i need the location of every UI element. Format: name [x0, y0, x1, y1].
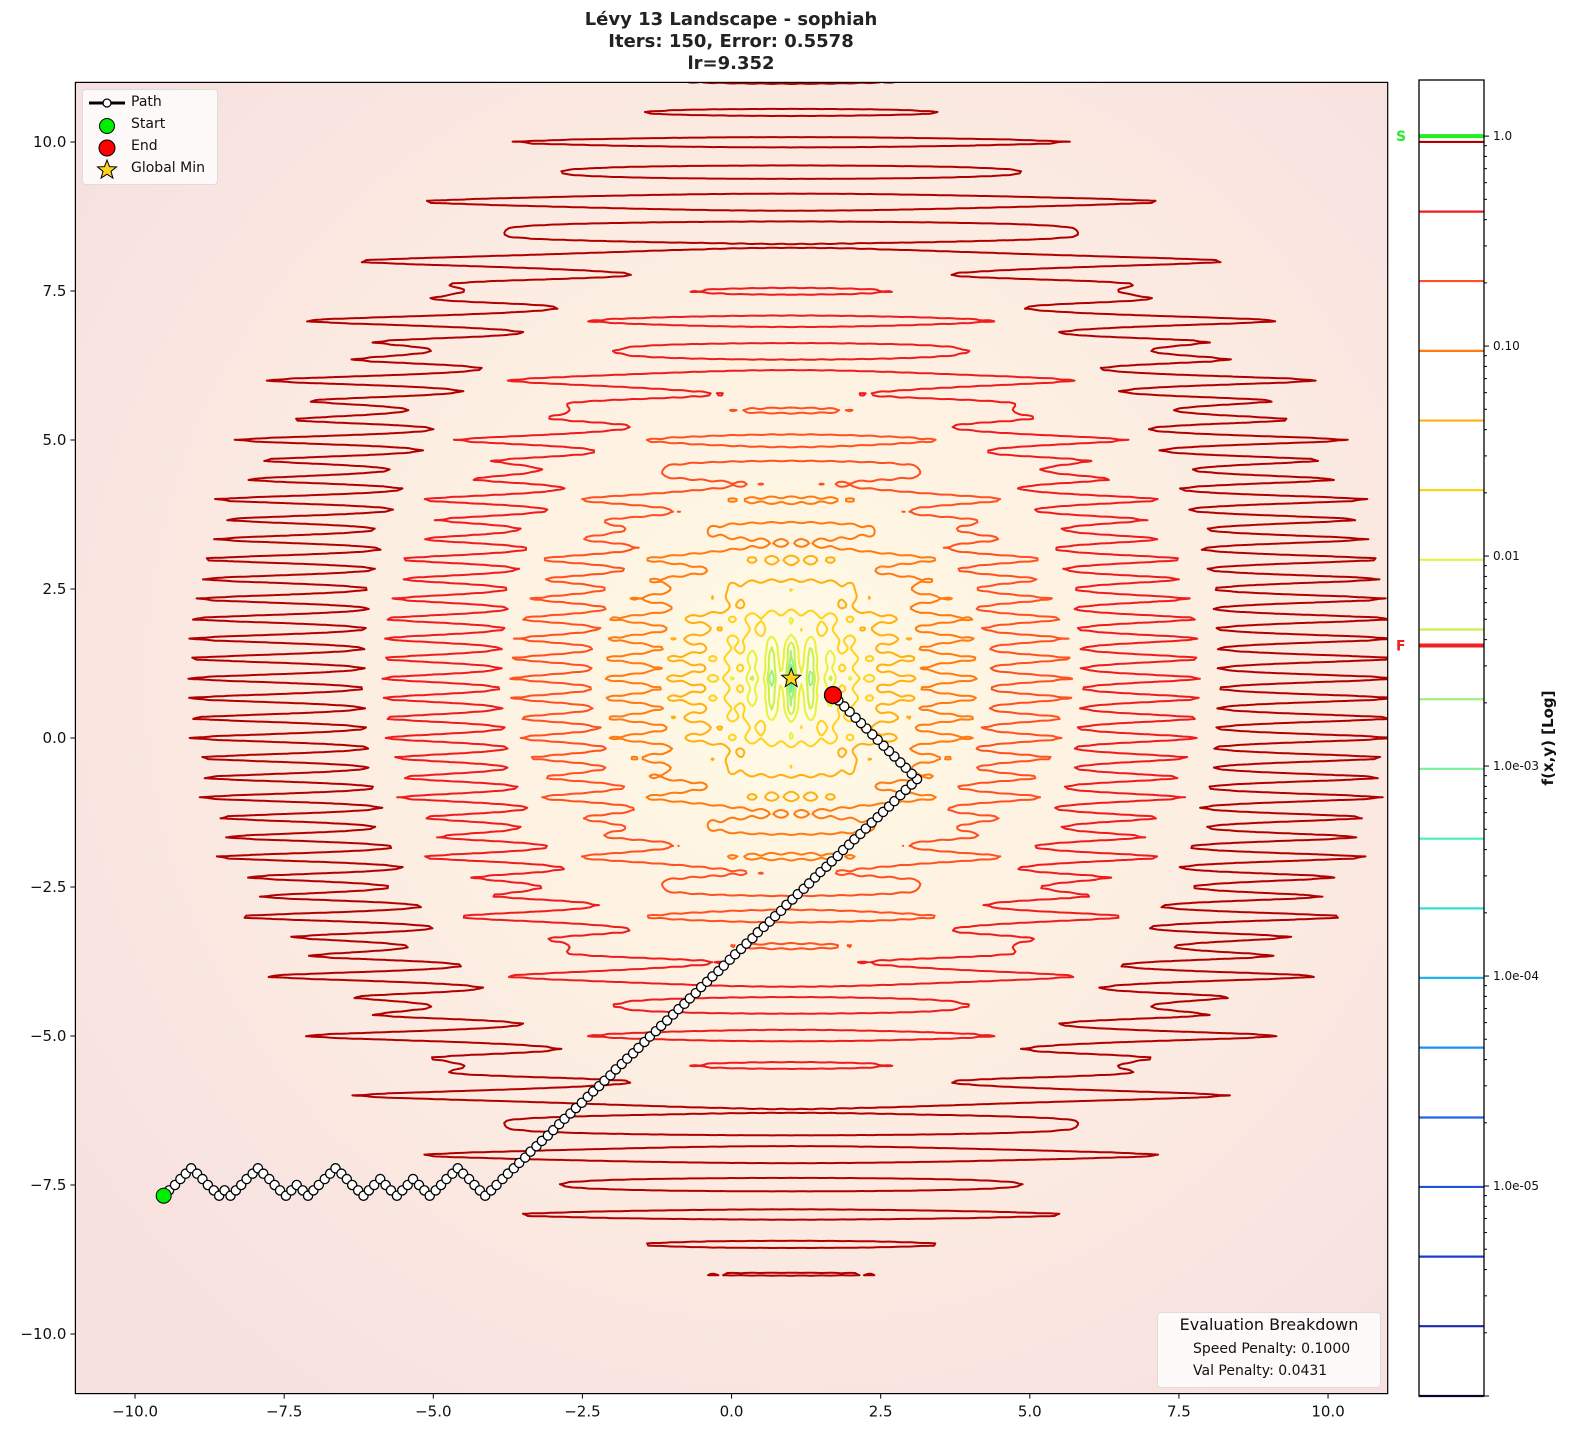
start-marker [155, 1187, 172, 1204]
colorbar-final-marker-label: F [1396, 639, 1406, 655]
x-tick-label: 10.0 [1311, 1403, 1344, 1421]
y-tick-label: 7.5 [43, 282, 67, 300]
y-tick-label: 5.0 [43, 431, 67, 449]
y-tick-label: 2.5 [43, 580, 67, 598]
contour-level-12 [729, 616, 853, 740]
optimizer-path [155, 666, 923, 1204]
contour-level-14 [665, 554, 917, 803]
colorbar-tick-label: 1.0e-04 [1493, 969, 1539, 983]
colorbar-tick-label: 1.0 [1493, 129, 1512, 143]
colorbar: S F 1.0 0.10 0.01 1.0e-03 1.0e-04 1.0e-05 [1396, 79, 1539, 1398]
y-tick-label: 10.0 [33, 133, 66, 151]
colorbar-label: f(x,y) [Log] [1539, 691, 1557, 786]
contour-level-10 [768, 650, 814, 707]
x-tick-label: 2.5 [869, 1403, 893, 1421]
path-line-icon [89, 98, 125, 108]
val-penalty: Val Penalty: 0.0431 [1193, 1363, 1328, 1379]
plot-background [75, 82, 1388, 1394]
chart-subtitle-iters: Iters: 150, Error: 0.5578 [608, 31, 854, 52]
speed-penalty: Speed Penalty: 0.1000 [1193, 1341, 1351, 1357]
colorbar-tick-label: 1.0e-03 [1493, 759, 1539, 773]
x-tick-label: −2.5 [564, 1403, 600, 1421]
evaluation-title: Evaluation Breakdown [1179, 1315, 1359, 1334]
colorbar-tick-label: 1.0e-05 [1493, 1179, 1539, 1193]
chart-title: Lévy 13 Landscape - sophiah [584, 9, 878, 30]
colorbar-start-marker-label: S [1396, 129, 1406, 145]
colorbar-tick-label: 0.01 [1493, 549, 1520, 563]
legend-item-end: End [83, 136, 217, 158]
red-circle-icon [98, 139, 116, 157]
legend-item-path: Path [83, 92, 217, 114]
x-tick-label: −10.0 [112, 1403, 158, 1421]
star-icon [96, 158, 118, 180]
x-tick-label: 7.5 [1167, 1403, 1191, 1421]
contour-level-17 [381, 286, 1201, 1070]
y-tick-label: −10.0 [20, 1325, 66, 1343]
contour-lines [187, 82, 1388, 1277]
x-tick-label: −5.0 [415, 1403, 451, 1421]
end-marker [823, 685, 843, 705]
contour-level-13 [706, 588, 876, 769]
y-tick-label: 0.0 [43, 729, 67, 747]
legend-item-global-min: Global Min [83, 158, 217, 180]
colorbar-tick-label: 0.10 [1493, 339, 1520, 353]
x-tick-label: 5.0 [1018, 1403, 1042, 1421]
contour-level-11 [749, 641, 833, 716]
colorbar-frame [1418, 79, 1485, 1397]
chart-subtitle-lr: lr=9.352 [687, 53, 775, 74]
contour-level-18 [187, 82, 1388, 1277]
legend-item-start: Start [83, 114, 217, 136]
evaluation-breakdown: Evaluation Breakdown Speed Penalty: 0.10… [1157, 1312, 1381, 1388]
x-tick-label: 0.0 [720, 1403, 744, 1421]
green-circle-icon [99, 118, 115, 134]
y-tick-label: −7.5 [30, 1176, 66, 1194]
x-tick-label: −7.5 [266, 1403, 302, 1421]
legend: Path Start End Global Min [82, 89, 218, 185]
global-min-marker [780, 666, 803, 688]
y-tick-label: −2.5 [30, 878, 66, 896]
x-axis: −10.0 −7.5 −5.0 −2.5 0.0 2.5 5.0 7.5 10.0 [112, 1393, 1345, 1421]
y-axis: 10.0 7.5 5.0 2.5 0.0 −2.5 −5.0 −7.5 −10.0 [20, 133, 76, 1343]
colorbar-body [1419, 80, 1484, 1396]
y-tick-label: −5.0 [30, 1027, 66, 1045]
